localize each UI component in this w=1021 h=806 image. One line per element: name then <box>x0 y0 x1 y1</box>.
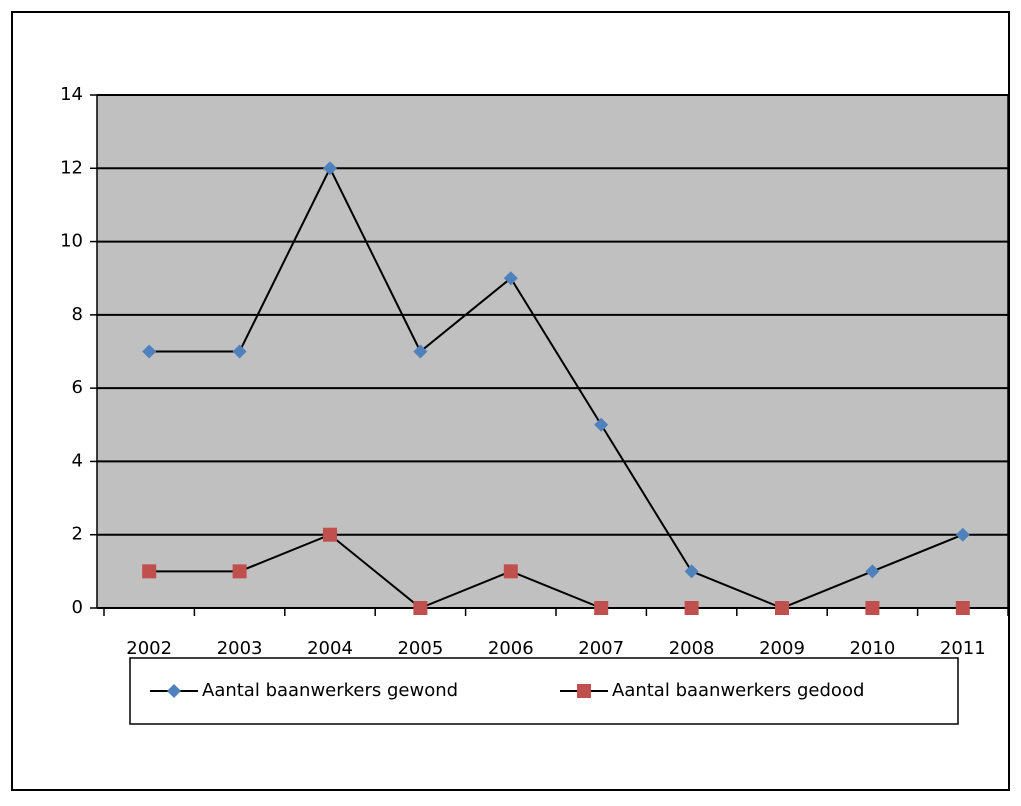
data-point <box>594 417 609 432</box>
x-tick-label: 2009 <box>759 638 805 659</box>
data-point <box>232 564 247 579</box>
y-tick-label: 14 <box>60 84 83 105</box>
data-point <box>413 344 428 359</box>
x-tick-label: 2008 <box>669 638 715 659</box>
x-tick-label: 2002 <box>126 638 172 659</box>
x-tick-label: 2006 <box>488 638 534 659</box>
data-point <box>775 601 789 615</box>
data-point <box>594 601 609 615</box>
data-point <box>503 271 518 286</box>
legend-box <box>129 657 959 725</box>
legend-marker <box>167 684 181 698</box>
data-point <box>142 564 157 579</box>
legend-label: Aantal baanwerkers gewond <box>202 680 458 701</box>
legend-marker <box>577 684 591 698</box>
x-tick-label: 2010 <box>849 638 895 659</box>
x-tick-label: 2005 <box>397 638 443 659</box>
data-point <box>684 564 699 579</box>
data-point <box>323 527 337 542</box>
y-tick-label: 10 <box>60 231 83 252</box>
legend-label: Aantal baanwerkers gedood <box>612 680 864 701</box>
y-tick-label: 4 <box>72 450 83 471</box>
series-line <box>149 533 963 610</box>
data-point <box>232 344 247 359</box>
y-tick-label: 0 <box>72 597 83 618</box>
plot-area <box>97 95 1008 608</box>
x-tick-label: 2004 <box>307 638 353 659</box>
data-point <box>865 564 880 579</box>
data-point <box>684 601 699 615</box>
data-point <box>142 344 157 359</box>
data-point <box>503 564 518 579</box>
x-tick-label: 2011 <box>940 638 986 659</box>
series-line <box>149 166 964 610</box>
y-tick-label: 6 <box>72 377 83 398</box>
data-point <box>413 601 428 615</box>
y-tick-label: 2 <box>72 524 83 545</box>
data-point <box>955 601 970 615</box>
data-point <box>323 161 337 176</box>
y-tick-label: 8 <box>72 304 83 325</box>
x-tick-label: 2007 <box>578 638 624 659</box>
data-point <box>955 527 970 542</box>
data-point <box>865 601 880 615</box>
y-tick-label: 12 <box>60 157 83 178</box>
x-tick-label: 2003 <box>217 638 263 659</box>
